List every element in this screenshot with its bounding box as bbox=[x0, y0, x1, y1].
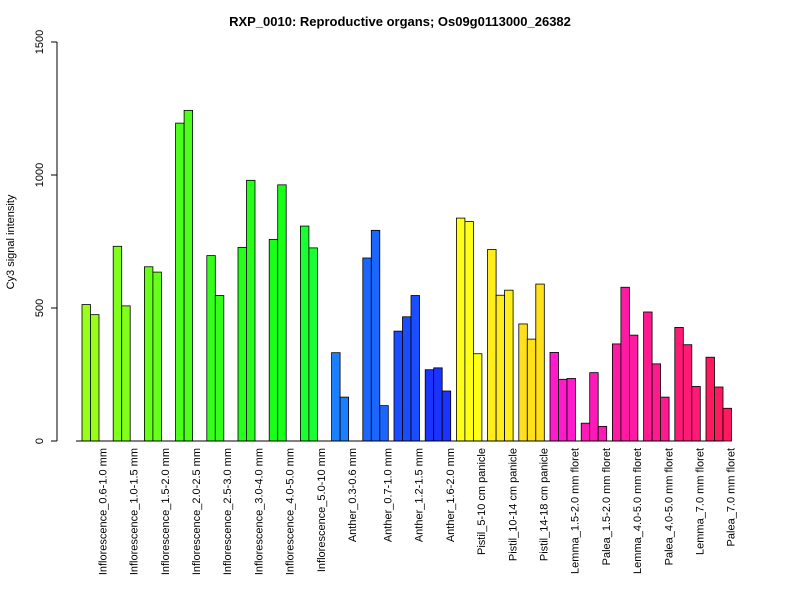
bars-group bbox=[81, 109, 732, 442]
bar bbox=[722, 407, 732, 442]
bar bbox=[643, 311, 653, 442]
bar bbox=[214, 295, 225, 442]
bar bbox=[277, 184, 287, 442]
bar bbox=[674, 327, 684, 442]
bar bbox=[464, 221, 474, 442]
bar bbox=[455, 217, 466, 442]
bar bbox=[549, 352, 559, 442]
bar bbox=[487, 249, 497, 442]
bar bbox=[691, 386, 701, 442]
bar bbox=[237, 246, 247, 442]
bar bbox=[504, 289, 514, 442]
x-tick-label: Lemma_7.0 mm floret bbox=[694, 448, 706, 555]
y-tick-label: 1500 bbox=[34, 30, 46, 54]
bar bbox=[402, 316, 412, 442]
x-tick-label: Pistil_14-18 cm panicle bbox=[538, 448, 550, 561]
bar bbox=[410, 295, 420, 442]
x-tick-label: Lemma_4.0-5.0 mm floret bbox=[632, 448, 644, 574]
bar bbox=[81, 304, 91, 442]
x-tick-label: Inflorescence_2.0-2.5 mm bbox=[191, 448, 203, 575]
y-axis: 0 500 1000 1500 bbox=[34, 30, 58, 444]
bar bbox=[433, 367, 443, 442]
bar bbox=[339, 396, 350, 442]
bar bbox=[268, 238, 279, 442]
bar bbox=[705, 356, 715, 442]
bar bbox=[121, 305, 131, 442]
x-tick-label: Inflorescence_5.0-10 mm bbox=[316, 448, 328, 572]
bar bbox=[424, 369, 435, 442]
bar bbox=[143, 266, 154, 442]
bar bbox=[620, 286, 630, 442]
bar bbox=[299, 225, 310, 442]
y-axis-title: Cy3 signal intensity bbox=[5, 194, 17, 289]
x-tick-label: Inflorescence_1.5-2.0 mm bbox=[160, 448, 172, 575]
bar bbox=[183, 109, 194, 442]
x-tick-label: Anther_0.3-0.6 mm bbox=[347, 448, 359, 542]
bar bbox=[112, 245, 123, 442]
bar bbox=[90, 314, 100, 442]
x-tick-label: Inflorescence_0.6-1.0 mm bbox=[97, 448, 109, 575]
bar bbox=[580, 422, 591, 442]
x-tick-label: Anther_0.7-1.0 mm bbox=[382, 448, 394, 542]
bar bbox=[495, 294, 506, 442]
x-tick-label: Inflorescence_1.0-1.5 mm bbox=[129, 448, 141, 575]
y-tick-label: 500 bbox=[34, 299, 46, 317]
bar bbox=[651, 363, 661, 442]
bar bbox=[379, 405, 389, 442]
bar bbox=[308, 247, 318, 442]
y-tick-label: 1000 bbox=[34, 163, 46, 187]
x-tick-label: Inflorescence_2.5-3.0 mm bbox=[222, 448, 234, 575]
x-tick-labels: Inflorescence_0.6-1.0 mm Inflorescence_1.… bbox=[97, 448, 737, 575]
bar bbox=[714, 386, 724, 442]
x-tick-label: Inflorescence_4.0-5.0 mm bbox=[285, 448, 297, 575]
x-tick-label: Pistil_10-14 cm panicle bbox=[507, 448, 519, 561]
bar bbox=[589, 372, 599, 442]
x-tick-label: Palea_1.5-2.0 mm floret bbox=[601, 448, 613, 565]
bar bbox=[370, 229, 381, 442]
bar bbox=[682, 344, 693, 442]
bar bbox=[393, 330, 403, 442]
bar bbox=[612, 343, 622, 442]
chart-title: RXP_0010: Reproductive organs; Os09g0113… bbox=[229, 14, 571, 29]
bar bbox=[526, 338, 537, 442]
x-tick-label: Inflorescence_3.0-4.0 mm bbox=[253, 448, 265, 575]
bar bbox=[472, 353, 483, 442]
x-tick-label: Pistil_5-10 cm panicle bbox=[476, 448, 488, 555]
x-tick-label: Anther_1.2-1.5 mm bbox=[414, 448, 426, 542]
bar bbox=[597, 425, 608, 442]
bar bbox=[362, 257, 372, 442]
bar bbox=[331, 352, 341, 442]
bar bbox=[246, 179, 256, 442]
x-tick-label: Anther_1.6-2.0 mm bbox=[445, 448, 457, 542]
bar bbox=[629, 334, 639, 442]
bar bbox=[441, 390, 452, 442]
bar bbox=[558, 378, 568, 442]
bar bbox=[152, 271, 162, 442]
y-tick-label: 0 bbox=[34, 438, 46, 444]
x-tick-label: Lemma_1.5-2.0 mm floret bbox=[570, 448, 582, 574]
bar bbox=[206, 255, 216, 442]
bar bbox=[566, 378, 576, 442]
bar bbox=[660, 396, 670, 442]
bar bbox=[535, 283, 545, 442]
x-tick-label: Palea_4.0-5.0 mm floret bbox=[663, 448, 675, 565]
bar bbox=[518, 323, 528, 442]
x-tick-label: Palea_7.0 mm floret bbox=[726, 448, 738, 546]
bar bbox=[175, 122, 185, 442]
